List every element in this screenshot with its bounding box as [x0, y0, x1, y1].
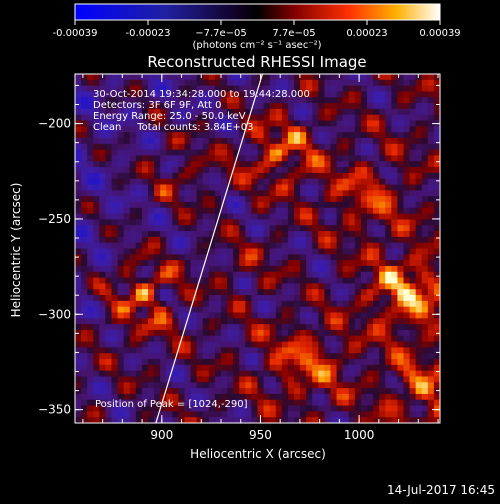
annotation-energy-range: Energy Range: 25.0 - 50.0 keV	[93, 111, 246, 122]
colorbar-tick-label: 0.00039	[419, 28, 460, 39]
x-axis-label: Heliocentric X (arcsec)	[190, 447, 326, 461]
y-tick-label: −200	[38, 117, 71, 131]
solar-limb-line	[155, 74, 264, 423]
x-tick-label: 900	[150, 428, 173, 442]
y-axis-label: Heliocentric Y (arcsec)	[9, 183, 23, 318]
colorbar-unit-label: (photons cm⁻² s⁻¹ asec⁻²)	[192, 40, 321, 51]
peak-position-label: Position of Peak = [1024,-290]	[95, 399, 248, 410]
footer-timestamp: 14-Jul-2017 16:45	[387, 483, 495, 497]
colorbar-tick-label: -0.00039	[53, 28, 98, 39]
plot-frame	[74, 73, 441, 424]
colorbar-tick-label: 7.7e−05	[272, 28, 315, 39]
colorbar-tick-label: -0.00023	[126, 28, 171, 39]
heatmap-image	[75, 74, 440, 423]
colorbar	[74, 3, 441, 21]
annotation-total-counts: Clean Total counts: 3.84E+03	[93, 122, 253, 133]
annotation-detectors: Detectors: 3F 6F 9F, Att 0	[93, 100, 221, 111]
x-tick-label: 1000	[344, 428, 375, 442]
axes: 900 950 1000 −200 −250 −300 −350	[38, 74, 440, 442]
annotations: 30-Oct-2014 19:34:28.000 to 19:44:28.000…	[93, 89, 310, 410]
annotation-time-range: 30-Oct-2014 19:34:28.000 to 19:44:28.000	[93, 89, 310, 100]
y-tick-label: −350	[38, 403, 71, 417]
colorbar-ticks: -0.00039 -0.00023 −7.7e−05 7.7e−05 0.00023 0.…	[53, 20, 461, 39]
y-tick-label: −300	[38, 307, 71, 321]
y-tick-label: −250	[38, 212, 71, 226]
colorbar-tick-label: 0.00023	[346, 28, 387, 39]
x-tick-label: 950	[249, 428, 272, 442]
colorbar-tick-label: −7.7e−05	[195, 28, 247, 39]
chart-title: Reconstructed RHESSI Image	[147, 53, 366, 71]
